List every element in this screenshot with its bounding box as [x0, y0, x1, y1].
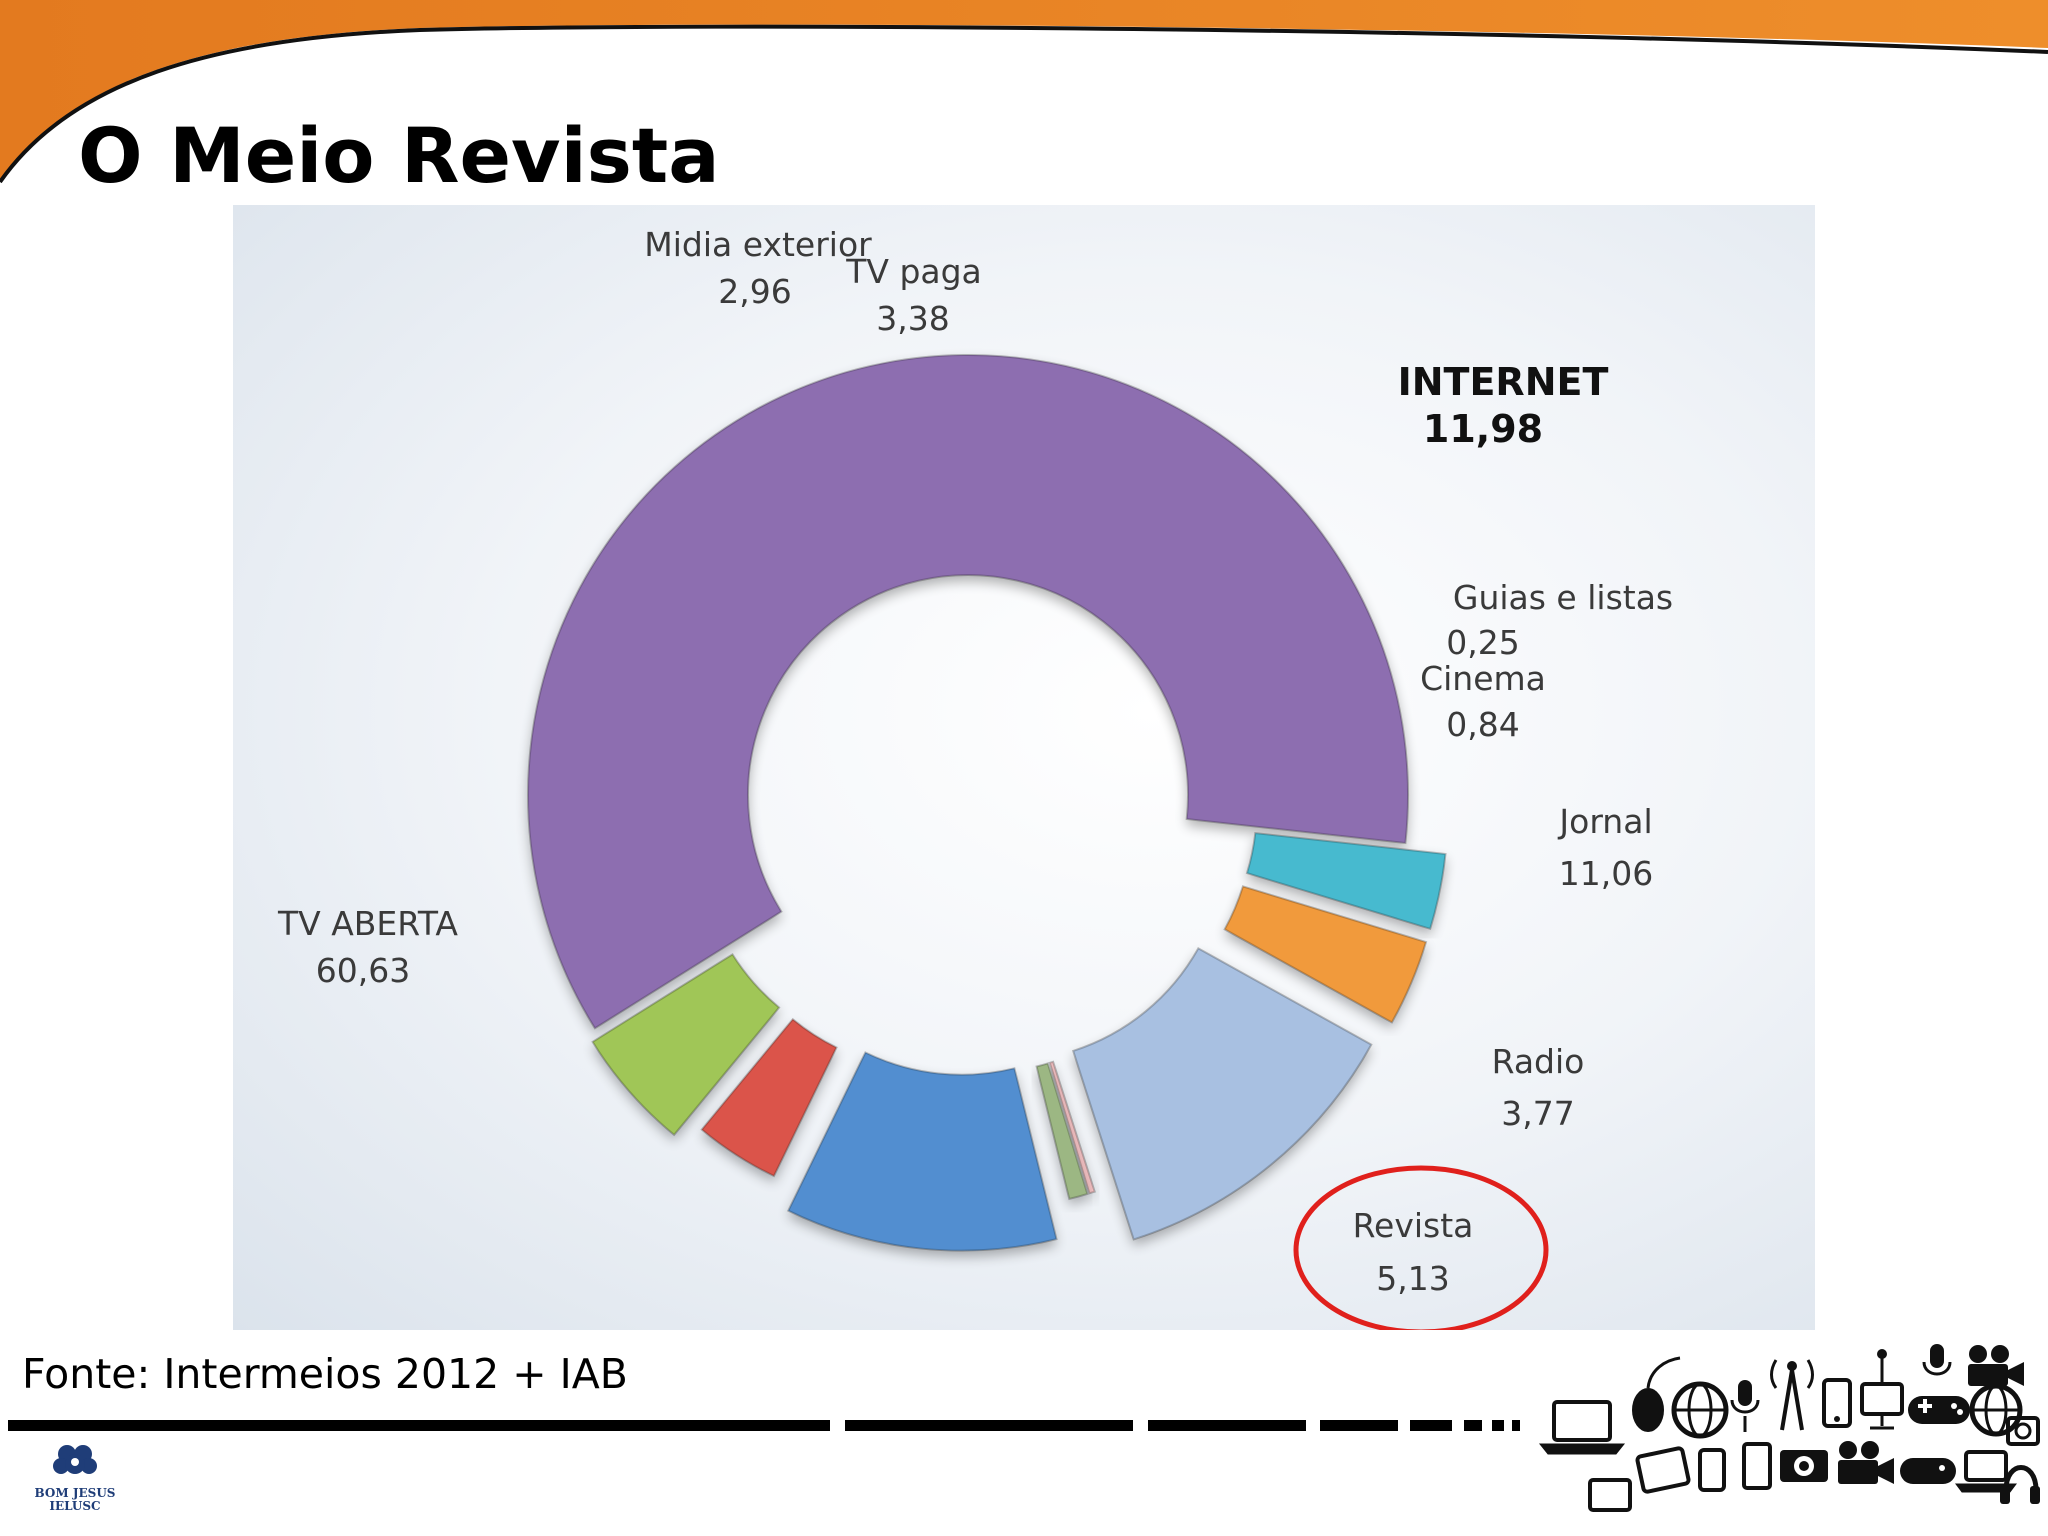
label-tv-aberta-value: 60,63: [316, 951, 410, 990]
label-guias-name: Guias e listas: [1453, 578, 1673, 617]
label-jornal-value: 11,06: [1559, 854, 1653, 893]
laptop-icon: [1538, 1400, 1626, 1455]
slice-tv-aberta: [527, 354, 1410, 1030]
slice-cinema: [1035, 1062, 1089, 1201]
tablet-icon: [1742, 1442, 1772, 1490]
slice-label-tv-aberta: TV ABERTA 60,63: [277, 904, 458, 990]
globe-icon: [1969, 1383, 2023, 1437]
phone-icon: [1698, 1448, 1726, 1492]
label-tv-aberta-name: TV ABERTA: [277, 904, 458, 943]
laptop-icon: [1955, 1450, 2017, 1493]
antenna-icon: [1770, 1359, 1814, 1431]
tablet-icon: [1635, 1446, 1691, 1494]
source-note: Fonte: Intermeios 2012 + IAB: [22, 1350, 628, 1398]
slice-gloss: [701, 1019, 837, 1176]
slice-label-midia-exterior: Midia exterior 2,96: [644, 225, 872, 311]
slice-jornal: [786, 1051, 1058, 1252]
slide-header-decoration: [0, 0, 2048, 184]
institution-logo: BOM JESUS IELUSC: [30, 1440, 120, 1512]
tv-icon: [1588, 1478, 1632, 1512]
slice-guias-e-listas: [1048, 1060, 1096, 1195]
slice-revista: [591, 953, 781, 1137]
footer-dashed-rule: [8, 1420, 1520, 1431]
slice-gloss: [528, 355, 1409, 1029]
slice-radio: [700, 1017, 838, 1178]
label-internet-name: INTERNET: [1398, 360, 1609, 404]
camera-icon: [1780, 1450, 1828, 1482]
label-cinema-name: Cinema: [1420, 659, 1546, 698]
slice-midia-exterior: [1245, 831, 1447, 931]
donut-chart: TV ABERTA 60,63 Midia exterior 2,96 TV p…: [277, 225, 1673, 1330]
label-midia-exterior-value: 2,96: [718, 272, 791, 311]
headphones-icon: [2000, 1465, 2040, 1504]
slice-label-tv-paga: TV paga 3,38: [845, 252, 982, 338]
slices-layer: [527, 354, 1447, 1252]
camera-icon: [2006, 1416, 2040, 1446]
header-orange-band: [0, 0, 2048, 180]
label-midia-exterior-name: Midia exterior: [644, 225, 872, 264]
label-radio-value: 3,77: [1501, 1094, 1574, 1133]
slice-label-guias-e-listas: Guias e listas 0,25: [1446, 578, 1673, 662]
label-revista-value: 5,13: [1376, 1259, 1449, 1298]
revista-highlight-ring: [1293, 1165, 1549, 1330]
slice-gloss: [1247, 833, 1446, 929]
mouse-icon: [1632, 1356, 1681, 1432]
slice-label-revista: Revista 5,13: [1353, 1206, 1474, 1298]
slice-gloss: [1073, 948, 1372, 1240]
slice-gloss: [1224, 886, 1426, 1023]
microphone-icon: [1730, 1380, 1760, 1432]
gamepad-icon: [1908, 1396, 1970, 1424]
logo-emblem-icon: [53, 1445, 97, 1474]
chart-panel: TV ABERTA 60,63 Midia exterior 2,96 TV p…: [233, 205, 1815, 1330]
label-tv-paga-value: 3,38: [876, 299, 949, 338]
label-internet-value: 11,98: [1423, 407, 1543, 451]
globe-icon: [1671, 1381, 1729, 1439]
media-icons-cluster: [1538, 1344, 2040, 1512]
video-camera-icon: [1838, 1441, 1894, 1484]
label-radio-name: Radio: [1492, 1042, 1585, 1081]
slice-gloss: [788, 1052, 1057, 1251]
label-guias-value: 0,25: [1446, 623, 1519, 662]
slice-gloss: [592, 954, 780, 1135]
video-camera-icon: [1968, 1345, 2024, 1386]
label-jornal-name: Jornal: [1557, 802, 1652, 841]
microphone-icon: [1922, 1344, 1952, 1376]
slice-label-jornal: Jornal 11,06: [1557, 802, 1653, 893]
slide-title: O Meio Revista: [78, 111, 720, 200]
slice-label-cinema: Cinema 0,84: [1420, 659, 1546, 744]
label-cinema-value: 0,84: [1446, 705, 1519, 744]
label-tv-paga-name: TV paga: [845, 252, 982, 291]
slice-internet: [1071, 947, 1373, 1241]
phone-icon: [1822, 1378, 1852, 1428]
header-curve-line: [0, 24, 2048, 184]
slice-gloss: [1036, 1063, 1088, 1199]
tv-icon: [1860, 1349, 1904, 1430]
gamepad-icon: [1900, 1458, 1956, 1484]
slice-label-internet: INTERNET 11,98: [1398, 360, 1609, 451]
slice-gloss: [1049, 1061, 1095, 1194]
label-revista-name: Revista: [1353, 1206, 1474, 1245]
slice-label-radio: Radio 3,77: [1492, 1042, 1585, 1133]
slice-tv-paga: [1223, 885, 1428, 1024]
logo-wordmark: BOM JESUS IELUSC: [34, 1486, 116, 1513]
